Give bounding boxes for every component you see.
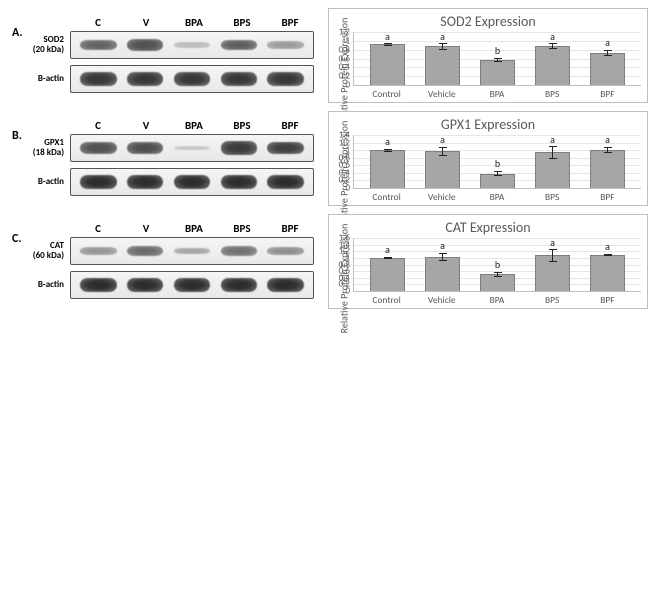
significance-letter: a xyxy=(550,32,555,43)
bar-vehicle: a xyxy=(415,135,470,188)
bar-vehicle: a xyxy=(415,238,470,291)
significance-letter: a xyxy=(605,135,610,147)
lane-labels: CVBPABPSBPF xyxy=(74,16,314,29)
plot-area: 00.20.40.60.811.21.4aabaa xyxy=(353,135,641,189)
blot-actin-label: B-actin xyxy=(14,177,70,187)
x-tick: BPS xyxy=(525,191,580,203)
x-tick: BPS xyxy=(525,88,580,100)
bar-bpa: b xyxy=(470,32,525,85)
significance-letter: a xyxy=(440,135,445,147)
blot-panel-gpx1: B. CVBPABPSBPF GPX1(18 kDa) B-actin xyxy=(8,111,318,206)
significance-letter: b xyxy=(495,260,500,272)
significance-letter: a xyxy=(385,245,390,257)
lane-label: V xyxy=(122,222,170,235)
x-tick: BPA xyxy=(469,294,524,306)
bar-bps: a xyxy=(525,135,580,188)
x-tick: Vehicle xyxy=(414,88,469,100)
x-tick: BPA xyxy=(469,191,524,203)
lane-label: C xyxy=(74,119,122,132)
blot-actin-label: B-actin xyxy=(14,280,70,290)
bar-bpf: a xyxy=(580,135,635,188)
significance-letter: a xyxy=(550,238,555,249)
significance-letter: a xyxy=(385,137,390,149)
bar-bps: a xyxy=(525,32,580,85)
blot-strip-actin xyxy=(70,271,314,299)
blot-strip-actin xyxy=(70,65,314,93)
chart-title: SOD2 Expression xyxy=(335,13,641,30)
plot-area: 00.20.40.60.811.21.41.6aabaa xyxy=(353,238,641,292)
x-tick: BPF xyxy=(580,88,635,100)
significance-letter: a xyxy=(385,32,390,43)
bar-bpa: b xyxy=(470,238,525,291)
lane-label: BPS xyxy=(218,222,266,235)
lane-label: C xyxy=(74,16,122,29)
lane-label: BPA xyxy=(170,222,218,235)
lane-label: BPS xyxy=(218,16,266,29)
panel-letter: A. xyxy=(12,26,23,40)
y-tick: 1.4 xyxy=(339,130,350,141)
lane-label: BPF xyxy=(266,16,314,29)
lane-label: BPF xyxy=(266,119,314,132)
lane-label: BPA xyxy=(170,119,218,132)
blot-panel-sod2: A.CVBPABPSBPFSOD2(20 kDa)B-actin xyxy=(8,8,318,103)
plot-area: 00.20.40.60.811.2aabaa xyxy=(353,32,641,86)
bar-vehicle: a xyxy=(415,32,470,85)
figure-grid: A.CVBPABPSBPFSOD2(20 kDa)B-actinSOD2 Exp… xyxy=(0,0,650,317)
x-tick: BPF xyxy=(580,294,635,306)
lane-labels: CVBPABPSBPF xyxy=(74,222,314,235)
x-tick: BPF xyxy=(580,191,635,203)
chart-gpx1-expression: GPX1 ExpressionRelative Protein Expressi… xyxy=(328,111,648,206)
chart-title: GPX1 Expression xyxy=(335,116,641,133)
significance-letter: a xyxy=(605,38,610,50)
blot-target-label: CAT(60 kDa) xyxy=(14,241,70,262)
panel-letter: B. xyxy=(12,129,22,143)
bar-bps: a xyxy=(525,238,580,291)
bar-bpf: a xyxy=(580,238,635,291)
significance-letter: b xyxy=(495,159,500,171)
x-tick: BPA xyxy=(469,88,524,100)
significance-letter: a xyxy=(605,242,610,254)
blot-strip-target xyxy=(70,134,314,162)
bar-bpf: a xyxy=(580,32,635,85)
lane-label: V xyxy=(122,119,170,132)
chart-sod2-expression: SOD2 ExpressionRelative Protein Expressi… xyxy=(328,8,648,103)
x-tick: Control xyxy=(359,191,414,203)
bar-control: a xyxy=(360,238,415,291)
significance-letter: a xyxy=(440,241,445,253)
lane-label: BPA xyxy=(170,16,218,29)
blot-actin-label: B-actin xyxy=(14,74,70,84)
x-tick: BPS xyxy=(525,294,580,306)
lane-label: BPF xyxy=(266,222,314,235)
lane-label: C xyxy=(74,222,122,235)
y-tick: 1.2 xyxy=(339,27,350,38)
y-tick: 1.6 xyxy=(339,233,350,244)
panel-letter: C. xyxy=(12,232,22,246)
bar-control: a xyxy=(360,32,415,85)
significance-letter: b xyxy=(495,46,500,58)
chart-cat-expression: CAT ExpressionRelative Protein Expressio… xyxy=(328,214,648,309)
blot-strip-target xyxy=(70,31,314,59)
significance-letter: a xyxy=(550,135,555,146)
x-tick: Vehicle xyxy=(414,191,469,203)
lane-labels: CVBPABPSBPF xyxy=(74,119,314,132)
blot-panel-cat: C. CVBPABPSBPF CAT(60 kDa) B-actin xyxy=(8,214,318,309)
lane-label: BPS xyxy=(218,119,266,132)
blot-target-label: GPX1(18 kDa) xyxy=(14,138,70,159)
significance-letter: a xyxy=(440,32,445,43)
lane-label: V xyxy=(122,16,170,29)
bar-control: a xyxy=(360,135,415,188)
chart-title: CAT Expression xyxy=(335,219,641,236)
bar-bpa: b xyxy=(470,135,525,188)
blot-strip-actin xyxy=(70,168,314,196)
x-tick: Control xyxy=(359,294,414,306)
x-tick: Vehicle xyxy=(414,294,469,306)
blot-strip-target xyxy=(70,237,314,265)
x-tick: Control xyxy=(359,88,414,100)
